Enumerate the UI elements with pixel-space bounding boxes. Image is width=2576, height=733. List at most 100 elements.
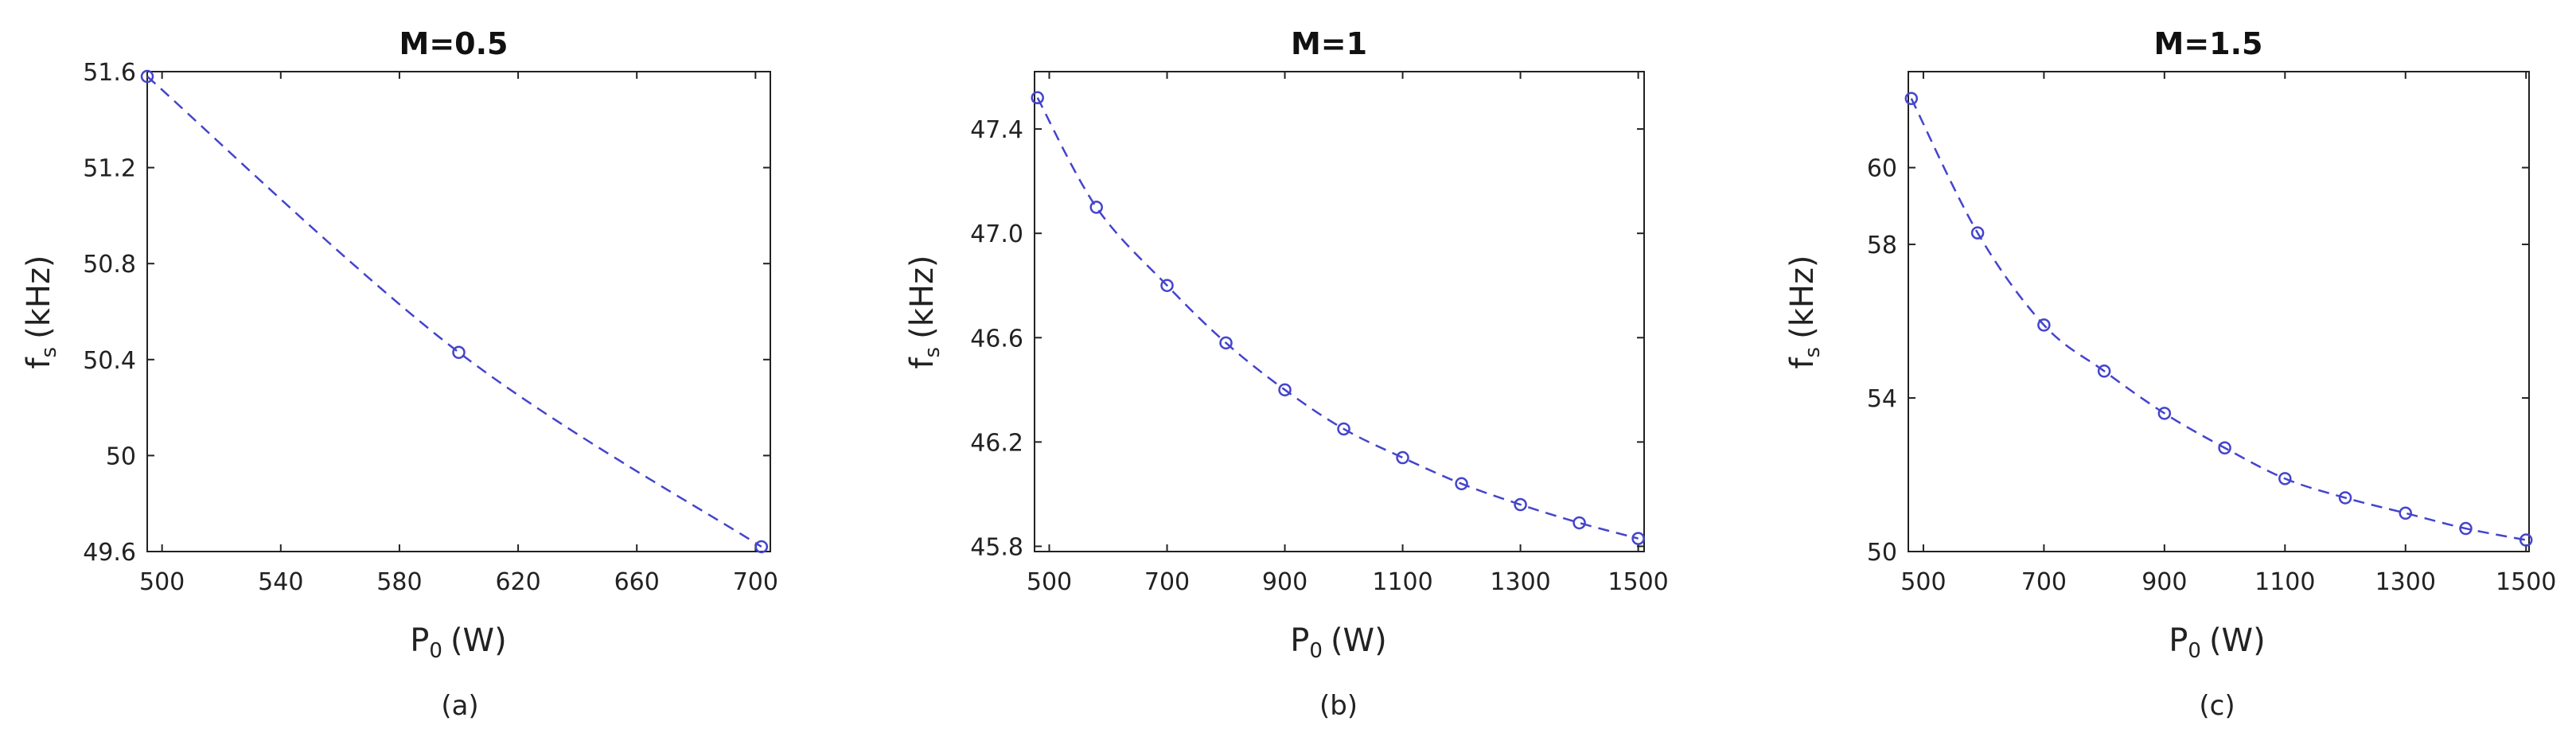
data-point [2037, 318, 2051, 332]
x-label-main: P [410, 622, 429, 659]
y-label-main: f [904, 357, 941, 369]
data-point [2519, 533, 2533, 547]
x-label-sub: 0 [429, 639, 442, 663]
x-label-unit: (W) [1331, 622, 1387, 659]
y-axis: 49.6 50 50.4 50.8 51.2 51.6 [83, 59, 770, 567]
x-tick-label: 1100 [1372, 568, 1432, 596]
y-label-sub: s [37, 347, 61, 358]
data-point [1396, 450, 1409, 465]
data-series [1904, 92, 2533, 547]
data-point [1572, 516, 1586, 530]
y-tick-label: 50.8 [83, 251, 136, 279]
data-point [1904, 92, 1919, 106]
data-point [2338, 491, 2352, 505]
plot-frame [1034, 71, 1645, 552]
y-tick-label: 49.6 [83, 539, 136, 567]
data-point [754, 540, 769, 554]
panel-caption: (a) [441, 690, 478, 722]
y-tick-label: 60 [1867, 155, 1897, 183]
chart-title: M=0.5 [399, 26, 509, 61]
y-label-sub: s [921, 347, 945, 358]
y-tick-label: 51.2 [83, 155, 136, 183]
data-point [1631, 532, 1645, 545]
y-label-main: f [21, 357, 57, 369]
x-tick-label: 660 [614, 568, 660, 596]
data-point [452, 345, 466, 360]
data-point [1455, 477, 1468, 491]
x-label-unit: (W) [2209, 622, 2266, 659]
panel-c: M=1.5 500 700 900 1100 1300 1500 50 54 58 60 P0 (… [1784, 26, 2556, 722]
data-point [1160, 279, 1174, 292]
x-tick-label: 700 [2021, 568, 2067, 596]
data-point [2459, 521, 2473, 536]
y-tick-label: 51.6 [83, 59, 136, 87]
y-tick-label: 50 [1867, 539, 1897, 567]
data-point [1337, 422, 1350, 436]
y-tick-label: 46.6 [970, 325, 1023, 353]
x-label-main: P [1290, 622, 1309, 659]
y-tick-label: 58 [1867, 232, 1897, 259]
x-axis: 500 700 900 1100 1300 1500 [1027, 72, 1669, 596]
x-label-sub: 0 [1309, 639, 1323, 663]
x-tick-label: 1300 [2375, 568, 2436, 596]
panel-caption: (b) [1319, 690, 1358, 722]
y-axis: 45.8 46.2 46.6 47.0 47.4 [970, 116, 1644, 561]
data-point [2157, 407, 2172, 420]
x-tick-label: 500 [1027, 568, 1072, 596]
x-tick-label: 1300 [1490, 568, 1550, 596]
x-axis-label: P0 (W) [1290, 622, 1386, 663]
y-tick-label: 50 [106, 443, 136, 470]
data-point [1970, 226, 1985, 240]
y-tick-label: 50.4 [83, 347, 136, 375]
y-label-unit: (kHz) [1784, 255, 1821, 338]
x-tick-label: 540 [258, 568, 303, 596]
data-point [1031, 91, 1044, 105]
chart-title: M=1 [1291, 26, 1367, 61]
x-tick-label: 1500 [1608, 568, 1668, 596]
data-point [140, 69, 154, 84]
data-point [1514, 497, 1527, 512]
y-tick-label: 46.2 [970, 429, 1023, 457]
panel-caption: (c) [2199, 690, 2235, 722]
x-tick-label: 900 [1262, 568, 1307, 596]
y-tick-label: 47.4 [970, 116, 1023, 144]
y-label-unit: (kHz) [21, 255, 57, 338]
plot-frame [146, 71, 771, 552]
data-point [1278, 383, 1292, 397]
data-series [140, 69, 769, 554]
x-tick-label: 620 [495, 568, 540, 596]
data-point [2218, 441, 2231, 455]
y-label-sub: s [1801, 347, 1825, 358]
plot-frame [1908, 71, 2530, 552]
x-tick-label: 900 [2141, 568, 2187, 596]
data-point [2278, 472, 2292, 485]
x-axis-label: P0 (W) [2169, 622, 2265, 663]
data-point [1219, 336, 1233, 350]
y-label-unit: (kHz) [904, 255, 941, 338]
y-axis-label: fs (kHz) [1784, 255, 1825, 368]
x-label-sub: 0 [2188, 639, 2201, 663]
data-point [2399, 506, 2413, 521]
x-tick-label: 500 [139, 568, 185, 596]
x-tick-label: 700 [1144, 568, 1190, 596]
y-axis-label: fs (kHz) [904, 255, 945, 368]
panel-b: M=1 500 700 900 1100 1300 1500 45.8 46.2 46.6 47… [904, 26, 1669, 722]
x-label-main: P [2169, 622, 2188, 659]
y-tick-label: 54 [1867, 385, 1897, 413]
x-axis: 500 540 580 620 660 700 [139, 72, 778, 596]
x-axis: 500 700 900 1100 1300 1500 [1900, 72, 2556, 596]
x-tick-label: 700 [733, 568, 778, 596]
x-tick-label: 500 [1900, 568, 1946, 596]
x-tick-label: 580 [376, 568, 422, 596]
x-label-unit: (W) [450, 622, 507, 659]
x-tick-label: 1500 [2496, 568, 2556, 596]
y-axis-label: fs (kHz) [21, 255, 61, 368]
series-line [1036, 97, 1639, 540]
x-tick-label: 1100 [2254, 568, 2315, 596]
series-line [146, 76, 762, 548]
data-series [1031, 91, 1645, 545]
y-label-main: f [1784, 357, 1821, 369]
x-axis-label: P0 (W) [410, 622, 506, 663]
y-tick-label: 45.8 [970, 533, 1023, 561]
